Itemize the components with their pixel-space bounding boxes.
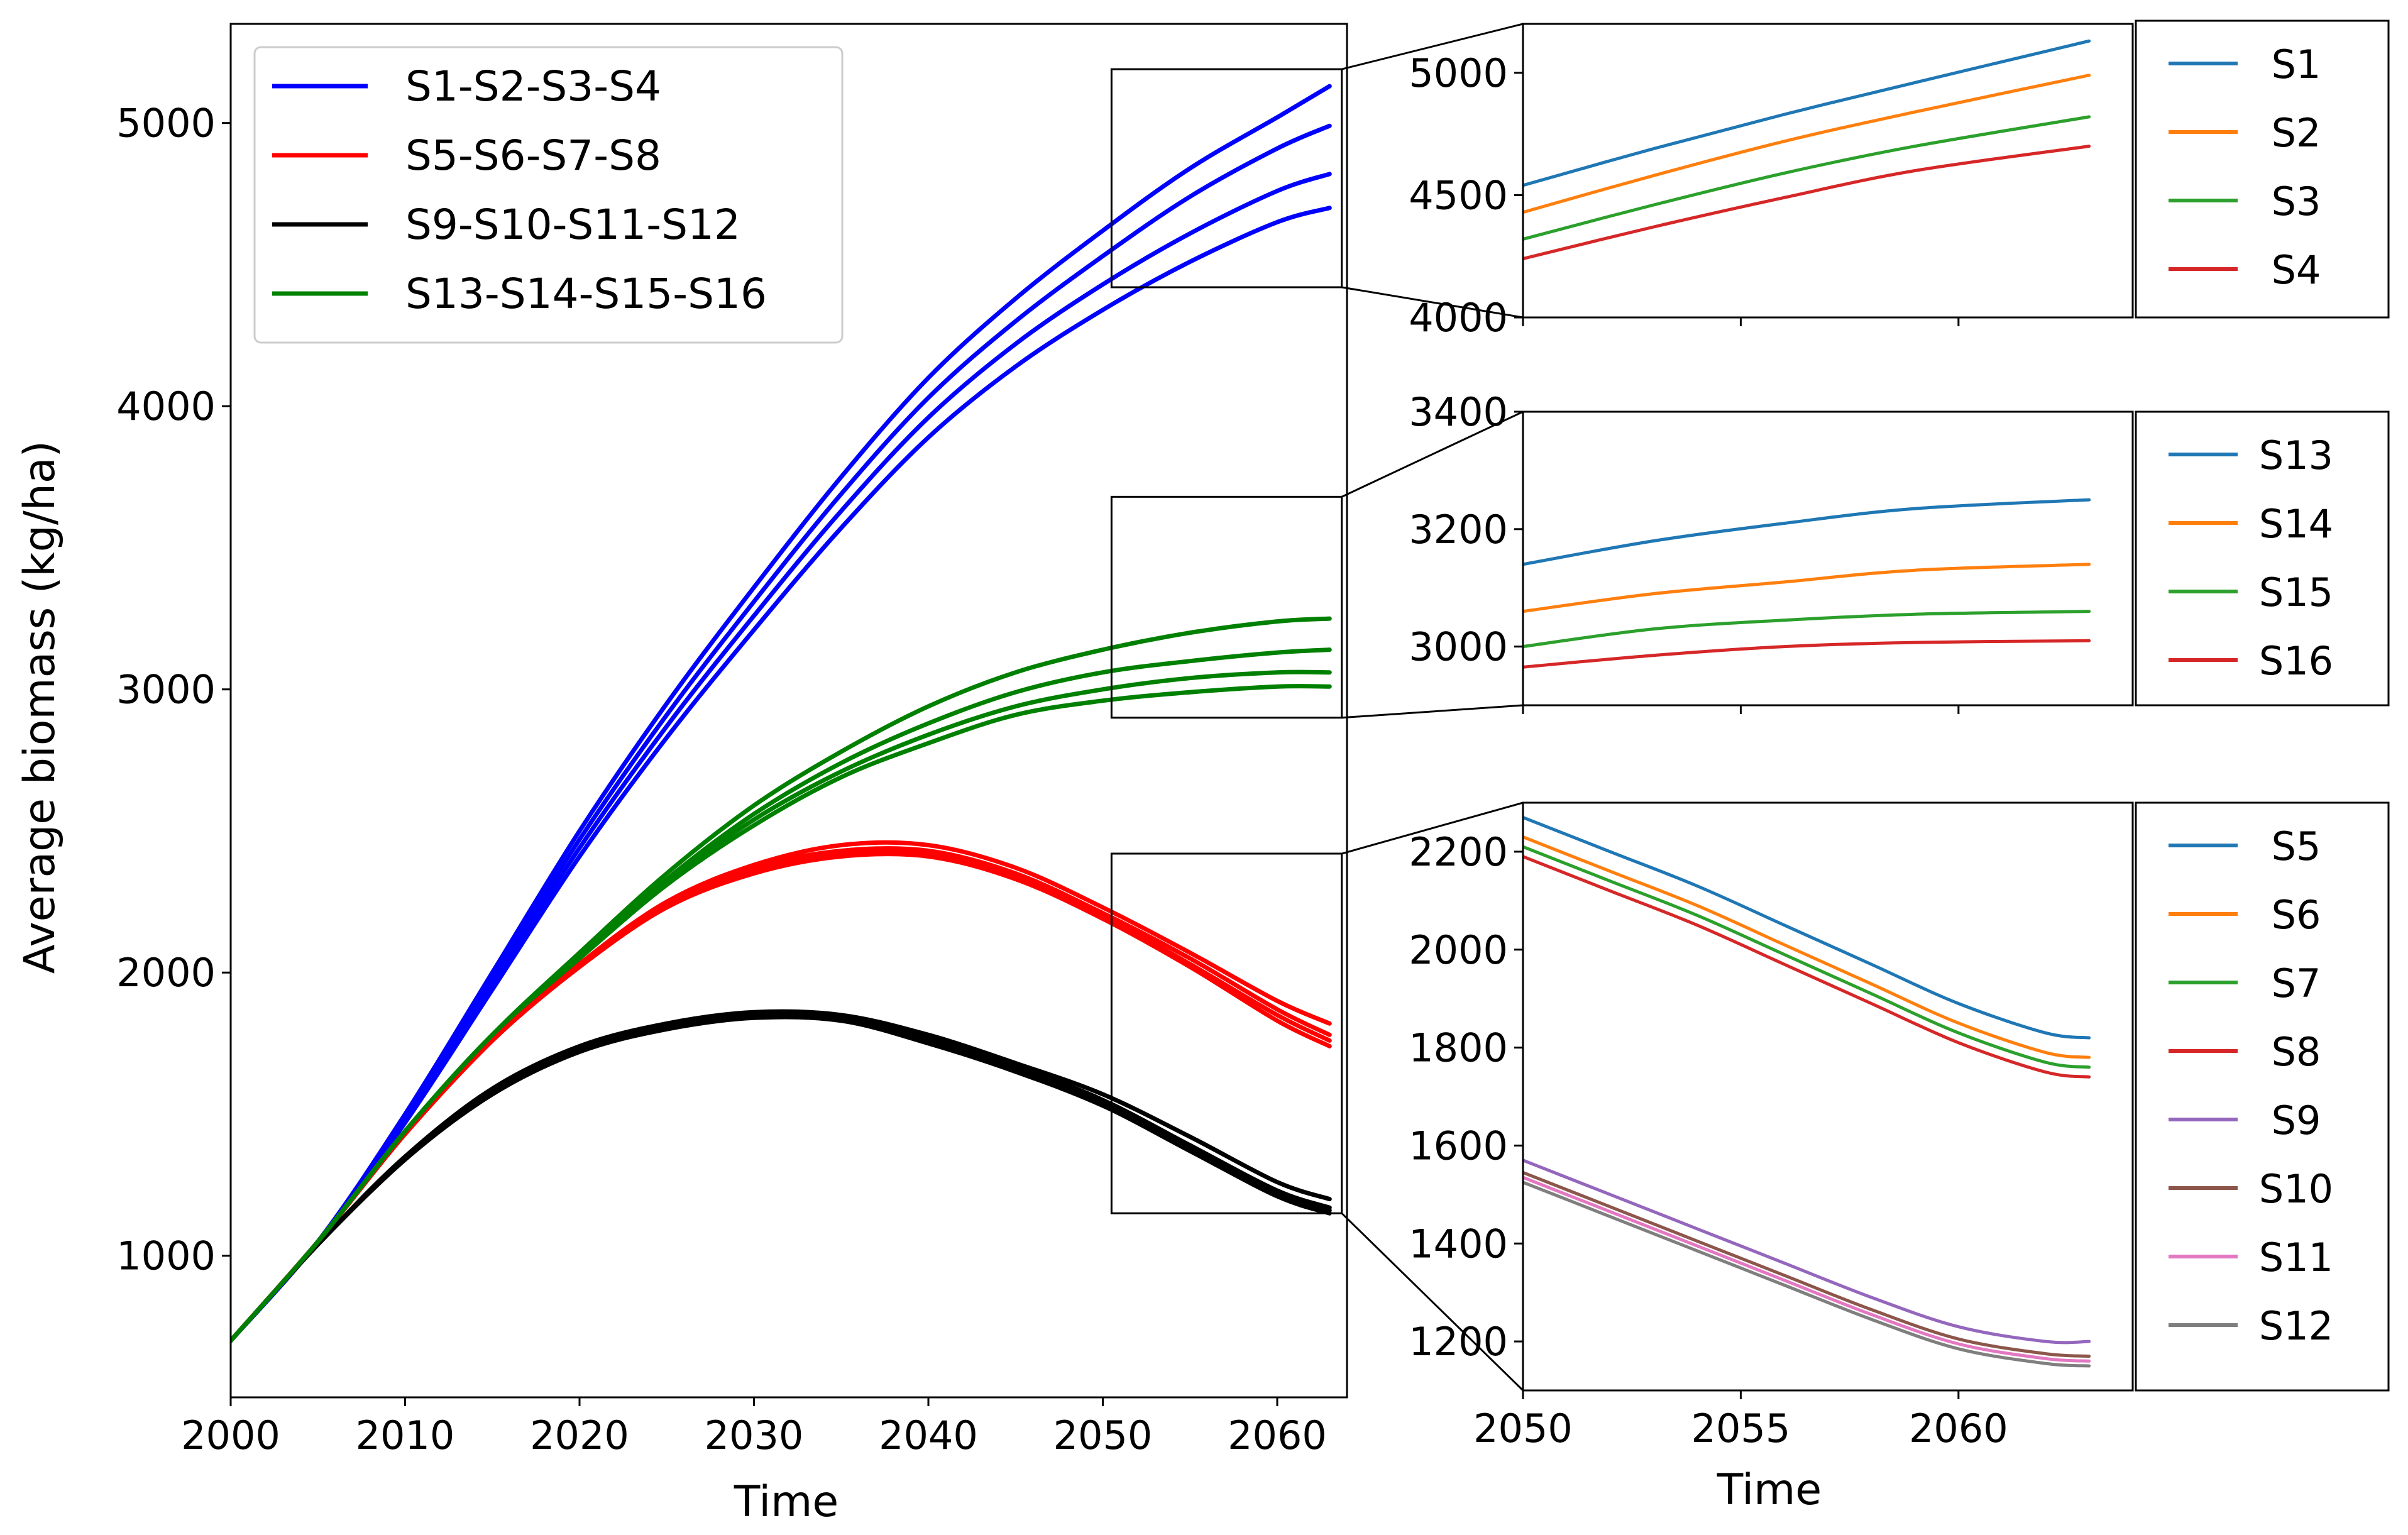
inset1-legend-label: S2 (2272, 110, 2321, 156)
inset3-x-tick-label: 2055 (1691, 1406, 1791, 1451)
inset2-series-line-s15 (1523, 610, 2091, 649)
main-y-axis-label: Average biomass (kg/ha) (15, 441, 65, 974)
main-series-group (231, 84, 1332, 1343)
inset1-y-tick-label: 4000 (1409, 295, 1508, 341)
inset2-y-tick-label: 3400 (1409, 389, 1508, 435)
inset3-legend: S5 S6 S7 S8 S9 S10 S11 S12 (2135, 801, 2390, 1392)
main-legend-frame (253, 46, 844, 344)
inset1-connector-top (1341, 23, 1524, 70)
inset1-y-tick-label: 5000 (1409, 50, 1508, 96)
inset1-series-group (1523, 39, 2091, 261)
inset2-y-tick-label: 3000 (1409, 624, 1508, 670)
inset2-legend-label: S15 (2259, 569, 2333, 615)
inset3-series-group (1523, 815, 2091, 1368)
inset2-connector-bottom (1341, 704, 1524, 719)
inset1-legend: S1 S2 S3 S4 (2135, 19, 2390, 319)
inset1-y-tick-label: 4500 (1409, 172, 1508, 218)
inset3-series-line-s11 (1523, 1175, 2091, 1363)
inset2-series-line-s14 (1523, 563, 2091, 613)
inset1-legend-label: S3 (2272, 179, 2321, 224)
inset3-legend-label: S12 (2259, 1303, 2333, 1349)
main-y-tick-label: 4000 (116, 383, 216, 429)
inset3-y-tick-label: 2000 (1409, 927, 1508, 973)
inset-plot-2: 3000 3200 3400 S13 S14 S15 S16 (1409, 389, 2390, 714)
inset3-y-tick-label: 1200 (1409, 1319, 1508, 1365)
main-legend-label: S1-S2-S3-S4 (405, 62, 661, 111)
inset3-connector-top (1341, 801, 1524, 855)
inset3-x-tick-label: 2050 (1473, 1406, 1573, 1451)
inset3-plot-frame (1522, 801, 2134, 1392)
main-x-tick-label: 2000 (181, 1412, 280, 1458)
inset2-connector-top (1341, 410, 1524, 498)
inset3-series-line-s7 (1523, 845, 2091, 1069)
inset3-series-line-s9 (1523, 1158, 2091, 1345)
inset3-y-tick-label: 1800 (1409, 1025, 1508, 1071)
inset-plot-1: 4000 4500 5000 S1 S2 S3 S4 (1409, 19, 2390, 341)
main-legend: S1-S2-S3-S4 S5-S6-S7-S8 S9-S10-S11-S12 S13-… (253, 46, 844, 344)
inset3-y-tick-label: 1600 (1409, 1123, 1508, 1169)
main-x-tick-label: 2040 (879, 1412, 978, 1458)
main-x-tick-label: 2060 (1228, 1412, 1327, 1458)
main-plot-frame (229, 23, 1348, 1399)
inset3-legend-label: S10 (2259, 1166, 2333, 1212)
inset3-legend-label: S9 (2272, 1098, 2321, 1143)
zoom-box-1 (1110, 68, 1343, 289)
inset1-connector-bottom (1341, 286, 1524, 319)
inset2-series-line-s13 (1523, 498, 2091, 566)
inset2-legend-frame (2135, 410, 2390, 707)
inset1-legend-label: S1 (2272, 41, 2321, 87)
inset3-legend-label: S8 (2272, 1029, 2321, 1075)
main-y-tick-label: 5000 (116, 101, 216, 146)
inset1-legend-label: S4 (2272, 247, 2321, 293)
main-series-line-s4 (231, 206, 1332, 1343)
inset1-plot-frame (1522, 23, 2134, 319)
inset1-series-line-s4 (1523, 145, 2091, 261)
inset3-connector-bottom (1341, 1213, 1524, 1392)
inset-plot-3: 1200 1400 1600 1800 2000 2200 2050 2055 2060 S5 S6… (1409, 801, 2390, 1451)
main-x-tick-label: 2030 (705, 1412, 804, 1458)
inset1-series-line-s1 (1523, 39, 2091, 187)
inset3-series-line-s12 (1523, 1180, 2091, 1368)
inset3-series-line-s8 (1523, 855, 2091, 1079)
main-x-tick-label: 2010 (356, 1412, 455, 1458)
inset3-legend-frame (2135, 801, 2390, 1392)
main-plot: 1000 2000 3000 4000 5000 2000 2010 2020 2030 2040… (116, 23, 1348, 1458)
inset2-legend: S13 S14 S15 S16 (2135, 410, 2390, 707)
inset3-y-tick-label: 1400 (1409, 1221, 1508, 1267)
main-y-tick-label: 2000 (116, 950, 216, 996)
zoom-box-2 (1110, 495, 1343, 719)
main-series-line-s12 (231, 1015, 1332, 1343)
inset3-legend-label: S6 (2272, 892, 2321, 938)
inset3-series-line-s10 (1523, 1170, 2091, 1358)
main-x-axis-label: Time (734, 1477, 838, 1527)
main-x-tick-label: 2020 (530, 1412, 629, 1458)
main-x-tick-label: 2050 (1053, 1412, 1153, 1458)
inset2-legend-label: S13 (2259, 432, 2333, 478)
inset1-series-line-s2 (1523, 74, 2091, 214)
inset2-series-line-s16 (1523, 639, 2091, 669)
inset3-y-tick-label: 2200 (1409, 829, 1508, 875)
main-y-tick-label: 3000 (116, 667, 216, 713)
inset3-legend-label: S7 (2272, 960, 2321, 1006)
inset2-plot-frame (1522, 410, 2134, 707)
zoom-box-3 (1110, 852, 1343, 1214)
inset2-legend-label: S16 (2259, 638, 2333, 684)
inset3-series-line-s6 (1523, 835, 2091, 1059)
main-legend-label: S13-S14-S15-S16 (405, 270, 767, 318)
zoom-connectors (1341, 23, 1524, 1392)
main-y-tick-label: 1000 (116, 1233, 216, 1279)
main-series-line-s16 (231, 684, 1332, 1343)
inset2-series-group (1523, 498, 2091, 669)
inset2-legend-label: S14 (2259, 501, 2333, 547)
inset3-legend-label: S5 (2272, 823, 2321, 869)
inset3-series-line-s5 (1523, 815, 2091, 1040)
inset3-legend-label: S11 (2259, 1235, 2333, 1280)
inset3-x-tick-label: 2060 (1909, 1406, 2008, 1451)
main-legend-label: S9-S10-S11-S12 (405, 201, 740, 249)
inset1-series-line-s3 (1523, 115, 2091, 241)
inset-x-axis-label: Time (1717, 1465, 1822, 1515)
inset2-y-tick-label: 3200 (1409, 507, 1508, 553)
main-legend-label: S5-S6-S7-S8 (405, 131, 661, 180)
